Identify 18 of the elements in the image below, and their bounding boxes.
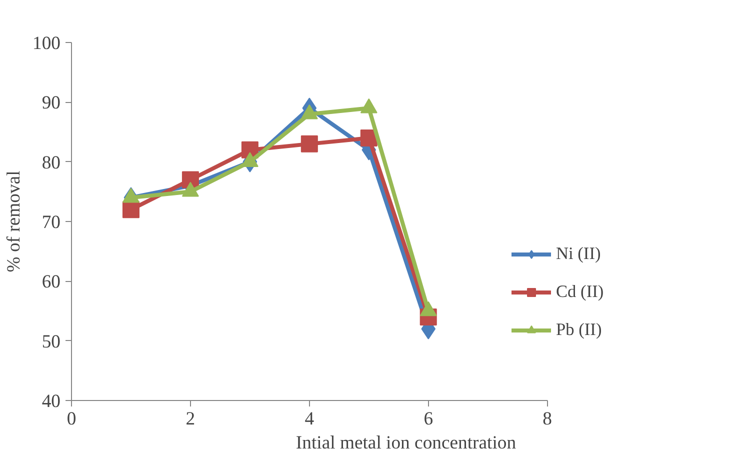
x-axis-title: Intial metal ion concentration (296, 432, 517, 454)
point (300, 135, 318, 152)
y-tick-label: 50 (42, 331, 60, 352)
y-tick-label: 90 (42, 92, 60, 114)
y-tick-label: 60 (42, 272, 60, 293)
x-tick-label: 2 (186, 408, 196, 430)
x-tick-label: 4 (304, 408, 315, 430)
y-tick-label: 70 (42, 212, 60, 233)
y-tick-label: 40 (42, 391, 60, 412)
legend-label: Ni (II) (556, 244, 601, 264)
y-tick-label: 100 (32, 33, 60, 54)
x-tick-label: 8 (542, 408, 552, 430)
y-axis-title: % of removal (4, 170, 25, 272)
legend-label: Cd (II) (556, 282, 604, 302)
x-tick-label: 6 (424, 408, 434, 430)
y-tick-label: 80 (42, 152, 60, 174)
legend-label: Pb (II) (556, 320, 602, 340)
x-tick-label: 0 (66, 408, 76, 430)
